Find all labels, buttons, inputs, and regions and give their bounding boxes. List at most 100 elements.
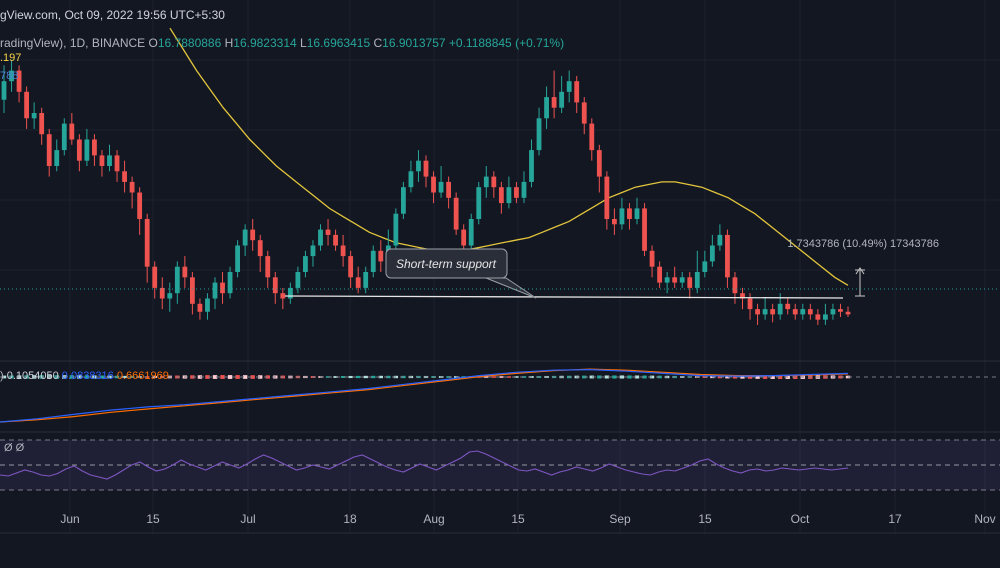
histogram-bar — [242, 375, 248, 379]
histogram-bar — [747, 375, 753, 379]
candle-body — [815, 314, 821, 320]
candle-body — [408, 171, 414, 188]
rsi-legend[interactable]: Ø Ø — [4, 442, 25, 454]
x-axis-label: Oct — [791, 512, 810, 526]
histogram-bar — [717, 375, 723, 379]
time-axis[interactable]: Jun 15 Jul 18 Aug 15 Sep 15 Oct 17 Nov — [60, 512, 995, 526]
candle-body — [159, 287, 165, 299]
histogram-bar — [205, 375, 210, 379]
candle-body — [122, 171, 127, 182]
signal-line — [0, 368, 849, 423]
candle-body — [461, 229, 467, 246]
histogram-bar — [250, 375, 255, 379]
histogram-bar — [99, 375, 105, 379]
candle-body — [69, 123, 75, 140]
histogram-bar — [122, 375, 127, 379]
histogram-bar — [770, 375, 775, 379]
candle-body — [61, 123, 67, 151]
histogram-bar — [506, 376, 512, 378]
candle-body — [709, 245, 715, 262]
candle-body — [76, 139, 82, 161]
histogram-bar — [755, 375, 760, 379]
histogram-bar — [484, 376, 489, 378]
candle-body — [265, 256, 271, 278]
x-axis-label: 18 — [343, 512, 357, 526]
candle-body — [325, 229, 331, 235]
candle-body — [1, 81, 7, 100]
candlestick-series — [1, 60, 851, 325]
candle-body — [378, 250, 384, 262]
candle-body — [657, 266, 663, 283]
histogram-bar — [348, 375, 353, 379]
x-axis-label: Sep — [609, 512, 631, 526]
high-value: 16.9823314 — [233, 36, 297, 50]
candle-body — [39, 113, 45, 135]
candle-body — [777, 303, 783, 315]
candle-body — [702, 261, 708, 272]
candle-body — [250, 229, 256, 241]
candle-body — [830, 309, 836, 315]
callout-box[interactable] — [385, 248, 508, 279]
histogram-bar — [589, 375, 594, 379]
indicator-ma-value[interactable]: .197 — [0, 52, 22, 64]
price-range-arrow — [855, 267, 865, 275]
histogram-bar — [363, 375, 368, 379]
histogram-bar — [129, 376, 135, 378]
macd-legend[interactable]: ) 0.1054050 0.0838316 0.6661969 — [0, 370, 169, 382]
histogram-bar — [612, 375, 617, 379]
candle-body — [9, 70, 14, 82]
candle-body — [785, 303, 791, 310]
candle-body — [762, 309, 768, 315]
histogram-bar — [597, 375, 602, 379]
candle-body — [272, 277, 278, 294]
price-range-label: 1.7343786 (10.49%) 17343786 — [787, 238, 939, 250]
candle-body — [46, 134, 52, 166]
chart-attribution: gView.com, Oct 09, 2022 19:56 UTC+5:30 — [0, 8, 225, 22]
symbol-name: radingView), 1D, BINANCE — [0, 36, 146, 50]
x-axis-label: 17 — [888, 512, 902, 526]
candle-body — [31, 113, 37, 119]
candle-body — [611, 219, 617, 225]
histogram-bar — [227, 375, 233, 379]
histogram-value: 0.6661969 — [116, 370, 169, 382]
candle-body — [627, 208, 632, 219]
candle-body — [393, 213, 399, 246]
histogram-bar — [491, 376, 497, 378]
candle-body — [167, 293, 173, 299]
x-axis-label: Jul — [240, 512, 255, 526]
candle-body — [664, 277, 670, 283]
candle-body — [333, 234, 338, 246]
x-axis-label: 15 — [698, 512, 712, 526]
support-line[interactable] — [284, 295, 844, 299]
candle-body — [770, 309, 776, 315]
candle-body — [476, 187, 482, 219]
high-label: H — [224, 36, 234, 50]
candle-body — [551, 97, 557, 108]
candle-body — [438, 181, 444, 193]
histogram-bar — [499, 376, 504, 378]
macd-line — [0, 368, 849, 423]
candle-body — [544, 97, 549, 119]
candle-body — [747, 298, 753, 310]
candle-body — [506, 187, 512, 204]
candle-body — [280, 293, 286, 299]
candle-body — [679, 277, 685, 283]
macd-legend-prefix: ) — [0, 370, 4, 382]
candle-body — [24, 91, 30, 119]
signal-value: 0.0838316 — [61, 370, 114, 382]
histogram-bar — [732, 375, 738, 379]
candle-body — [740, 293, 745, 299]
candle-body — [84, 139, 90, 161]
indicator-ma2-value[interactable]: 788 — [0, 70, 19, 82]
histogram-bar — [114, 375, 120, 379]
rsi-line — [0, 450, 849, 480]
symbol-legend[interactable]: radingView), 1D, BINANCE O16.7880886 H16… — [0, 36, 564, 50]
histogram-bar — [762, 375, 768, 379]
histogram-bar — [220, 375, 225, 379]
candle-body — [355, 277, 361, 288]
candle-body — [348, 256, 354, 278]
candle-body — [807, 309, 813, 315]
histogram-bar — [386, 375, 391, 379]
candle-body — [559, 91, 565, 108]
